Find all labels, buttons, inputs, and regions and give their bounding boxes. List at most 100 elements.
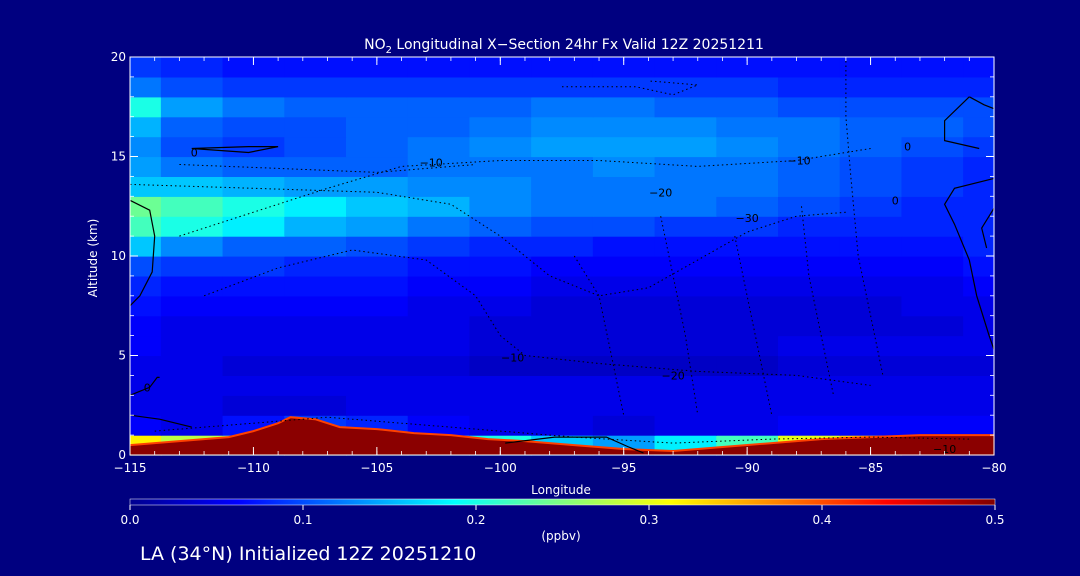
heatmap-cell xyxy=(963,57,995,78)
contour-label: 0 xyxy=(144,381,151,394)
heatmap-cell xyxy=(284,116,347,138)
heatmap-cell xyxy=(346,216,409,237)
heatmap-cell xyxy=(901,176,964,197)
heatmap-cell xyxy=(130,57,162,78)
heatmap-cell xyxy=(778,196,841,217)
heatmap-cell xyxy=(531,236,594,257)
heatmap-cell xyxy=(130,176,162,197)
contour-line-dotted xyxy=(203,249,871,386)
heatmap-cell xyxy=(716,196,779,217)
heatmap-cell xyxy=(654,335,717,357)
heatmap-cell xyxy=(901,57,964,78)
colorbar-label: (ppbv) xyxy=(541,529,580,543)
heatmap-cell xyxy=(654,415,717,436)
colorbar-tick-label: 0.4 xyxy=(812,513,831,527)
contour-line-dotted xyxy=(179,148,871,237)
heatmap-cell xyxy=(531,355,594,376)
heatmap-cell xyxy=(901,295,964,317)
heatmap-cell xyxy=(901,415,964,436)
heatmap-cell xyxy=(839,295,903,317)
contour-line-dotted xyxy=(734,235,773,416)
heatmap-cell xyxy=(284,355,347,376)
contour-lines xyxy=(129,61,995,454)
heatmap-cell xyxy=(592,395,656,416)
colorbar: 0.0 0.1 0.2 0.3 0.4 0.5 (ppbv) xyxy=(120,498,1005,543)
heatmap-cell xyxy=(778,415,841,436)
heatmap-cell xyxy=(469,355,532,376)
heatmap-cell xyxy=(469,295,532,317)
heatmap-cell xyxy=(901,236,964,257)
x-tick-label: −110 xyxy=(237,461,270,475)
heatmap-cell xyxy=(839,57,903,78)
heatmap-cell xyxy=(531,57,594,78)
contour-label: −10 xyxy=(933,443,956,456)
heatmap-cell xyxy=(469,76,532,98)
heatmap-cell xyxy=(407,216,471,237)
heatmap-cell xyxy=(963,256,995,277)
heatmap-cell xyxy=(531,136,594,158)
heatmap-cell xyxy=(130,355,162,376)
heatmap-cell xyxy=(222,256,285,277)
heatmap-cell xyxy=(901,96,964,118)
heatmap-cell xyxy=(716,136,779,158)
heatmap-cell xyxy=(963,76,995,98)
heatmap-cell xyxy=(160,275,224,297)
contour-line-solid xyxy=(969,96,995,110)
heatmap-cell xyxy=(407,355,471,376)
x-tick-label: −95 xyxy=(611,461,636,475)
heatmap-cell xyxy=(469,315,532,337)
heatmap-cell xyxy=(592,375,656,396)
heatmap-cell xyxy=(592,236,656,257)
heatmap-cell xyxy=(592,76,656,98)
footer-text: LA (34°N) Initialized 12Z 20251210 xyxy=(140,543,476,565)
heatmap-cell xyxy=(284,335,347,357)
heatmap-cell xyxy=(407,335,471,357)
heatmap-cell xyxy=(901,116,964,138)
heatmap-cell xyxy=(284,156,347,177)
heatmap-cell xyxy=(716,256,779,277)
heatmap-cell xyxy=(284,136,347,158)
heatmap-cell xyxy=(839,176,903,197)
heatmap-cell xyxy=(963,136,995,158)
contour-label: −10 xyxy=(787,155,810,168)
contour-line-solid xyxy=(944,96,980,150)
heatmap-cell xyxy=(222,57,285,78)
y-axis: 0 5 10 15 20 xyxy=(111,50,994,462)
contour-line-solid xyxy=(129,199,156,307)
heatmap-cell xyxy=(346,275,409,297)
heatmap-cell xyxy=(901,395,964,416)
heatmap-cell xyxy=(531,275,594,297)
heatmap-cell xyxy=(654,57,717,78)
heatmap-cell xyxy=(839,335,903,357)
heatmap-cell xyxy=(716,395,779,416)
heatmap-cell xyxy=(592,256,656,277)
heatmap-cell xyxy=(160,136,224,158)
heatmap-cell xyxy=(284,256,347,277)
heatmap-cell xyxy=(839,96,903,118)
heatmap-cell xyxy=(963,176,995,197)
heatmap-cell xyxy=(963,196,995,217)
heatmap-cell xyxy=(346,295,409,317)
heatmap-cell xyxy=(778,216,841,237)
heatmap-cell xyxy=(778,116,841,138)
heatmap-cell xyxy=(284,236,347,257)
heatmap-cell xyxy=(901,156,964,177)
heatmap-cell xyxy=(839,116,903,138)
heatmap-cell xyxy=(160,375,224,396)
heatmap-cell xyxy=(407,76,471,98)
heatmap-cell xyxy=(222,395,285,416)
contour-line-dotted xyxy=(154,416,970,444)
contour-line-solid xyxy=(129,376,160,396)
heatmap-cell xyxy=(160,176,224,197)
heatmap-cell xyxy=(654,76,717,98)
x-tick-label: −90 xyxy=(734,461,759,475)
heatmap-cell xyxy=(469,375,532,396)
heatmap-cell xyxy=(130,96,162,118)
heatmap-cell xyxy=(839,136,903,158)
heatmap-cell xyxy=(130,256,162,277)
heatmap-cell xyxy=(716,295,779,317)
heatmap-cell xyxy=(592,335,656,357)
heatmap-cell xyxy=(346,256,409,277)
contour-label: 0 xyxy=(191,147,198,160)
